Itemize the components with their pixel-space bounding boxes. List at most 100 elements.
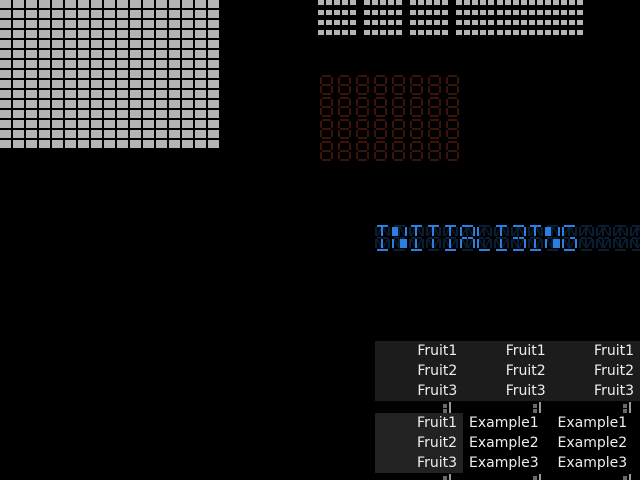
matrix-cell: [195, 30, 206, 38]
fruit-list-column[interactable]: Fruit1 Fruit2 Fruit3: [463, 341, 551, 401]
segment-sf: [374, 121, 376, 128]
list-item[interactable]: Fruit2: [505, 363, 546, 379]
display-char-blank: [612, 224, 629, 253]
scroll-tick[interactable]: [623, 474, 631, 480]
list-item[interactable]: Example1: [557, 415, 628, 431]
scroll-tick[interactable]: [623, 407, 631, 413]
segment-sd: [412, 115, 421, 117]
matrix-cell: [104, 50, 115, 58]
matrix-cell: [65, 110, 76, 118]
matrix-cell: [104, 10, 115, 18]
segment-v-bl: [579, 239, 581, 248]
seven-segment-digit: [426, 74, 444, 96]
segment-sa: [358, 97, 367, 99]
matrix-cell: [318, 10, 324, 15]
display-char-blank: [629, 224, 640, 253]
list-item[interactable]: Fruit1: [594, 343, 634, 359]
segment-sg: [376, 128, 385, 130]
list-item[interactable]: Fruit3: [505, 383, 546, 399]
segment-v-tr: [592, 227, 594, 236]
matrix-cell: [208, 90, 219, 98]
list-item[interactable]: Example2: [469, 435, 539, 451]
matrix-cell: [104, 100, 115, 108]
list-item[interactable]: Example3: [557, 455, 628, 471]
matrix-cell: [0, 50, 11, 58]
example-list-panel-bottom[interactable]: Example1 Example2 Example3 Example1 Example2…: [463, 413, 640, 473]
segment-v-tl: [596, 227, 598, 236]
segment-v-tc: [636, 227, 638, 236]
fruit-list-panel-bottom[interactable]: Fruit1 Fruit2 Fruit3: [375, 413, 463, 473]
matrix-cell: [13, 130, 24, 138]
segment-h-midr: [638, 237, 640, 239]
fruit-list-column[interactable]: Fruit1 Fruit2 Fruit3: [375, 413, 463, 473]
segment-d-tr: [468, 227, 473, 236]
fruit-list-column[interactable]: Fruit1 Fruit2 Fruit3: [375, 341, 463, 401]
segment-sc: [421, 152, 423, 159]
matrix-cell: [169, 80, 180, 88]
segment-se: [320, 108, 322, 115]
list-item[interactable]: Example1: [469, 415, 539, 431]
matrix-cell: [26, 0, 37, 8]
matrix-cell: [78, 40, 89, 48]
example-list-column[interactable]: Example1 Example2 Example3: [463, 413, 552, 473]
segment-v-br: [490, 239, 492, 248]
list-item[interactable]: Fruit3: [417, 383, 458, 399]
segment-h-midr: [536, 237, 541, 239]
list-item[interactable]: Fruit2: [594, 363, 634, 379]
matrix-cell: [350, 0, 356, 5]
scroll-tick[interactable]: [443, 474, 451, 480]
matrix-cell: [472, 30, 478, 35]
segment-v-bl: [630, 239, 632, 248]
segment-d-bl: [377, 239, 382, 248]
segment-sa: [448, 75, 457, 77]
seven-segment-digit: [426, 140, 444, 162]
segment-sc: [439, 108, 441, 115]
list-item[interactable]: Fruit1: [417, 343, 458, 359]
list-item[interactable]: Example2: [557, 435, 628, 451]
scroll-tick[interactable]: [533, 474, 541, 480]
seven-segment-digit: [318, 140, 336, 162]
segment-sa: [412, 141, 421, 143]
segment-h-midl: [513, 237, 518, 239]
segment-sd: [394, 159, 403, 161]
matrix-cell: [78, 80, 89, 88]
fruit-list-panel-top[interactable]: Fruit1 Fruit2 Fruit3 Fruit1 Fruit2 Fruit3 Frui…: [375, 341, 640, 401]
list-item[interactable]: Fruit3: [594, 383, 634, 399]
segment-sd: [394, 115, 403, 117]
matrix-cell: [65, 30, 76, 38]
list-item[interactable]: Fruit3: [417, 455, 457, 471]
matrix-cell: [26, 100, 37, 108]
scroll-tick[interactable]: [533, 407, 541, 413]
segment-h-midr: [400, 237, 405, 239]
matrix-cell: [13, 60, 24, 68]
list-item[interactable]: Fruit1: [505, 343, 546, 359]
list-item[interactable]: Fruit2: [417, 435, 457, 451]
scroll-tick[interactable]: [443, 407, 451, 413]
matrix-cell: [545, 10, 551, 15]
segment-v-tr: [541, 227, 543, 236]
fruit-list-column[interactable]: Fruit1 Fruit2 Fruit3: [552, 341, 640, 401]
list-item[interactable]: Example3: [469, 455, 539, 471]
matrix-cell: [182, 10, 193, 18]
segment-sc: [331, 130, 333, 137]
scroll-tick[interactable]: [533, 402, 541, 408]
matrix-cell: [505, 20, 511, 25]
segment-sa: [394, 75, 403, 77]
segment-d-tr: [400, 227, 405, 236]
matrix-cell: [537, 20, 543, 25]
list-item[interactable]: Fruit2: [417, 363, 458, 379]
matrix-cell: [169, 110, 180, 118]
segment-se: [356, 152, 358, 159]
matrix-cell: [410, 10, 416, 15]
example-list-column[interactable]: Example1 Example2 Example3: [552, 413, 640, 473]
matrix-cell: [537, 0, 543, 5]
matrix-cell: [561, 30, 567, 35]
segment-h-bot: [462, 249, 473, 251]
scroll-tick-small: [533, 476, 537, 480]
display-char-blank: [595, 224, 612, 253]
segment-h-bot: [530, 249, 541, 251]
list-item[interactable]: Fruit1: [417, 415, 457, 431]
scroll-tick[interactable]: [623, 402, 631, 408]
segment-se: [446, 130, 448, 137]
scroll-tick[interactable]: [443, 402, 451, 408]
